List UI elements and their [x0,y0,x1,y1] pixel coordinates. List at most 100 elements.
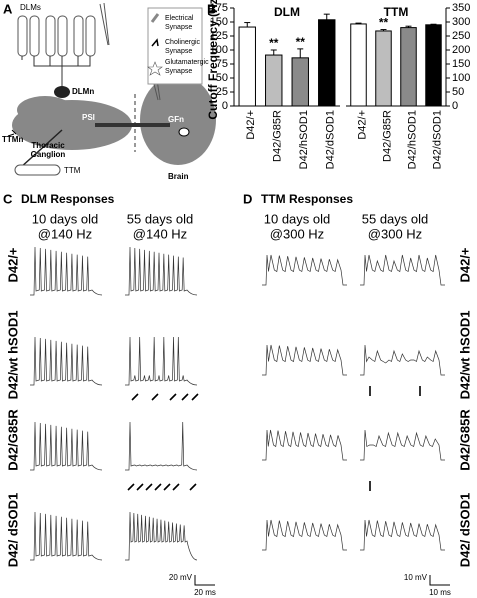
label: D42/G85R [5,409,20,471]
label: D42/dSOD1 [431,110,443,169]
label: GFn [168,115,184,124]
label: Cholinergic [165,39,201,46]
label: 100 [452,72,470,84]
label: @300 Hz [270,226,324,241]
trace [360,254,445,286]
label: ** [296,35,306,49]
traces [30,246,445,561]
label: 10 ms [429,588,451,597]
bar [350,23,367,107]
label: Ganglion [31,150,66,159]
trace [30,246,103,296]
bar [400,27,417,107]
label: 75 [216,58,228,70]
label: D42/G85R [272,110,284,162]
panel-a-drawing [7,2,216,176]
trace [125,336,198,386]
label: D42/+ [245,110,257,140]
label: DLM Responses [21,192,115,206]
label: D42/+ [356,110,368,140]
panel-c-arrows [127,386,421,491]
trace [30,511,103,561]
label: 20 mV [169,573,193,582]
trace [125,511,198,561]
label: 150 [452,58,470,70]
label: 25 [216,86,228,98]
label: 55 days old [362,211,429,226]
label: D42/ dSOD1 [457,493,472,567]
trace [360,429,445,461]
label: ** [269,36,279,50]
label: Brain [168,172,189,181]
label: DLMn [72,87,94,96]
label: Electrical [165,15,194,22]
trace [30,336,103,386]
bar [425,24,442,107]
label: D42/hSOD1 [298,110,310,169]
label: Thoracic [31,141,65,150]
trace [262,519,347,551]
trace [360,344,445,376]
label: D42/ dSOD1 [5,493,20,567]
trace [125,246,198,296]
label: D42/G85R [457,409,472,471]
trace [262,344,347,376]
label: D42/wt hSOD1 [5,311,20,400]
label: PSI [82,113,95,122]
label: Synapse [165,48,192,55]
label: 150 [210,16,228,28]
label: 50 [452,86,464,98]
trace [262,254,347,286]
label: ** [379,16,389,30]
bar [265,54,283,107]
label: D42/+ [5,247,20,282]
label: D42/G85R [381,110,393,162]
label: Glutamatergic [165,59,209,66]
label: 350 [452,2,470,14]
label: 50 [216,72,228,84]
label: D [243,191,252,206]
bar [375,30,392,107]
label: @140 Hz [38,226,92,241]
label: B [207,1,216,16]
label: 200 [452,44,470,56]
label: TTM [384,5,409,19]
label: TTM [64,166,81,175]
label: @300 Hz [368,226,422,241]
label: @140 Hz [133,226,187,241]
label: A [3,1,13,16]
label: 250 [452,30,470,42]
label: TTM Responses [261,192,353,206]
label: 0 [452,100,458,112]
label: 20 ms [194,588,216,597]
label: D42/+ [457,247,472,282]
label: D42/dSOD1 [325,110,337,169]
label: 300 [452,16,470,28]
trace [360,519,445,551]
scale-bars [194,575,450,586]
label: 10 days old [32,211,99,226]
label: DLMs [20,3,41,12]
label: 10 days old [264,211,331,226]
label: 100 [210,44,228,56]
label: Synapse [165,24,192,31]
label: DLM [274,5,300,19]
label: Synapse [165,68,192,75]
label: D42/wt hSOD1 [457,311,472,400]
label: 125 [210,30,228,42]
trace [125,421,198,471]
trace [262,429,347,461]
bar [291,57,309,107]
label: C [3,191,13,206]
bar [238,26,256,107]
label: 10 mV [404,573,428,582]
bar [318,19,336,107]
label: Cutoff Frequency (Hz) [206,0,220,120]
label: TTMn [2,135,23,144]
label: D42/hSOD1 [406,110,418,169]
label: 55 days old [127,211,194,226]
trace [30,421,103,471]
label: 0 [222,100,228,112]
label: 175 [210,2,228,14]
